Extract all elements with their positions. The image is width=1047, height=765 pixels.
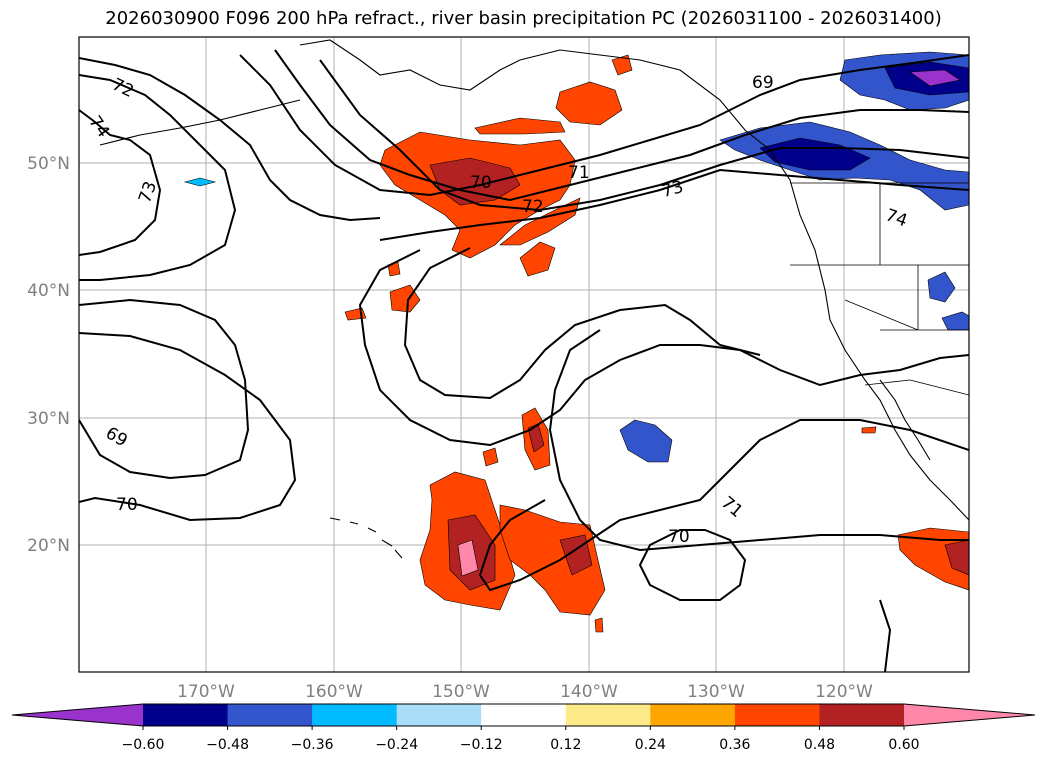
anomaly-tiny-3: [594, 617, 604, 633]
lon-label: 120°W: [815, 682, 873, 702]
contour-loop-south: [638, 529, 747, 601]
contour-label: 70: [116, 495, 138, 515]
contour-72-west: [79, 57, 381, 222]
negative-anomaly-areas: [183, 51, 969, 463]
colorbar-segment: [481, 704, 567, 726]
colorbar-tick-label: 0.60: [888, 737, 919, 753]
contour-label: 70: [470, 173, 492, 193]
coastlines: [99, 39, 969, 559]
colorbar-tick-label: −0.24: [375, 737, 418, 753]
alaska-coast: [299, 39, 771, 151]
lat-label: 40°N: [27, 281, 70, 301]
colorbar-tick-label: 0.24: [635, 737, 666, 753]
contour-inner-loop: [403, 247, 761, 400]
colorbar-segment: [734, 704, 820, 726]
anomaly-gulf-alaska: [474, 117, 566, 135]
contour-71-main: [79, 298, 250, 480]
colorbar-tick-label: −0.60: [122, 737, 165, 753]
lon-label: 160°W: [305, 682, 363, 702]
contour-70-north: [239, 54, 969, 197]
colorbar-segment: [650, 704, 736, 726]
anomaly-bc-coast: [555, 81, 623, 126]
anomaly-west-small: [183, 177, 217, 187]
anomaly-tiny-2: [861, 426, 877, 434]
colorbar-tick-label: −0.36: [291, 737, 334, 753]
contour-label: 72: [522, 197, 544, 217]
contour-label: 69: [752, 73, 774, 93]
colorbar: −0.60 −0.48 −0.36 −0.24 −0.12 0.12 0.24 0.36 0.4…: [11, 703, 1036, 753]
contour-74-west: [79, 109, 162, 256]
lon-label: 140°W: [560, 682, 618, 702]
lon-label: 170°W: [177, 682, 235, 702]
north-america-west-coast: [769, 149, 969, 521]
contour-label: 70: [668, 527, 690, 547]
map-frame: [78, 36, 970, 673]
anomaly-small-a: [611, 54, 633, 76]
anomaly-tiny-1: [482, 447, 499, 467]
lat-label: 20°N: [27, 536, 70, 556]
colorbar-segment: [565, 704, 651, 726]
anomaly-subtropic-east: [619, 419, 673, 463]
contour-73-west: [79, 74, 237, 281]
colorbar-tick-label: 0.48: [804, 737, 835, 753]
contour-loop-mid: [358, 249, 969, 447]
anomaly-east-of-hawaii: [499, 504, 606, 616]
anomaly-dakota: [927, 271, 956, 303]
aleutian-chain: [99, 99, 301, 146]
anomaly-band-east: [499, 197, 581, 246]
contour-73-north: [379, 168, 969, 241]
anomaly-blob-mid: [519, 241, 556, 277]
positive-anomaly-areas: [344, 54, 969, 633]
lat-label: 30°N: [27, 409, 70, 429]
colorbar-tick-label: 0.36: [719, 737, 750, 753]
colorbar-segment: [312, 704, 398, 726]
contour-72-north: [319, 59, 969, 212]
colorbar-segment: [143, 704, 229, 726]
anomaly-pacnw-core: [759, 137, 871, 171]
colorbar-segment: [819, 704, 905, 726]
colorbar-segment: [396, 704, 482, 726]
contour-south-east: [879, 599, 892, 672]
contour-subtropic-70: [478, 419, 969, 592]
anomaly-subtropic-core: [527, 423, 545, 453]
longitude-labels: 170°W 160°W 150°W 140°W 130°W 120°W: [177, 682, 873, 702]
contour-label: 71: [568, 163, 590, 183]
colorbar-segment: [227, 704, 313, 726]
colorbar-tick-label: −0.48: [206, 737, 249, 753]
lon-label: 130°W: [687, 682, 745, 702]
anomaly-canada-peak: [909, 69, 961, 87]
anomaly-plains: [941, 311, 969, 331]
refractivity-contours: [79, 49, 969, 672]
anomaly-mexico-core: [944, 539, 969, 576]
contour-70-main: [79, 332, 297, 522]
us-states-west: [790, 183, 969, 331]
latitude-labels: 20°N 30°N 40°N 50°N: [27, 154, 70, 556]
lon-label: 150°W: [432, 682, 490, 702]
hawaii-islands: [329, 517, 403, 559]
contour-71-north: [274, 49, 969, 202]
anomaly-hawaii-peak: [457, 539, 479, 577]
colorbar-tick-label: −0.12: [460, 737, 503, 753]
map-title: 2026030900 F096 200 hPa refract., river …: [105, 8, 942, 29]
lat-label: 50°N: [27, 154, 70, 174]
colorbar-arrow-max: [904, 704, 1035, 726]
colorbar-arrow-min: [12, 704, 143, 726]
contour-subtropic-71: [548, 329, 969, 552]
baja-coast: [879, 379, 931, 461]
colorbar-tick-label: 0.12: [550, 737, 581, 753]
us-mexico-border: [864, 379, 969, 396]
